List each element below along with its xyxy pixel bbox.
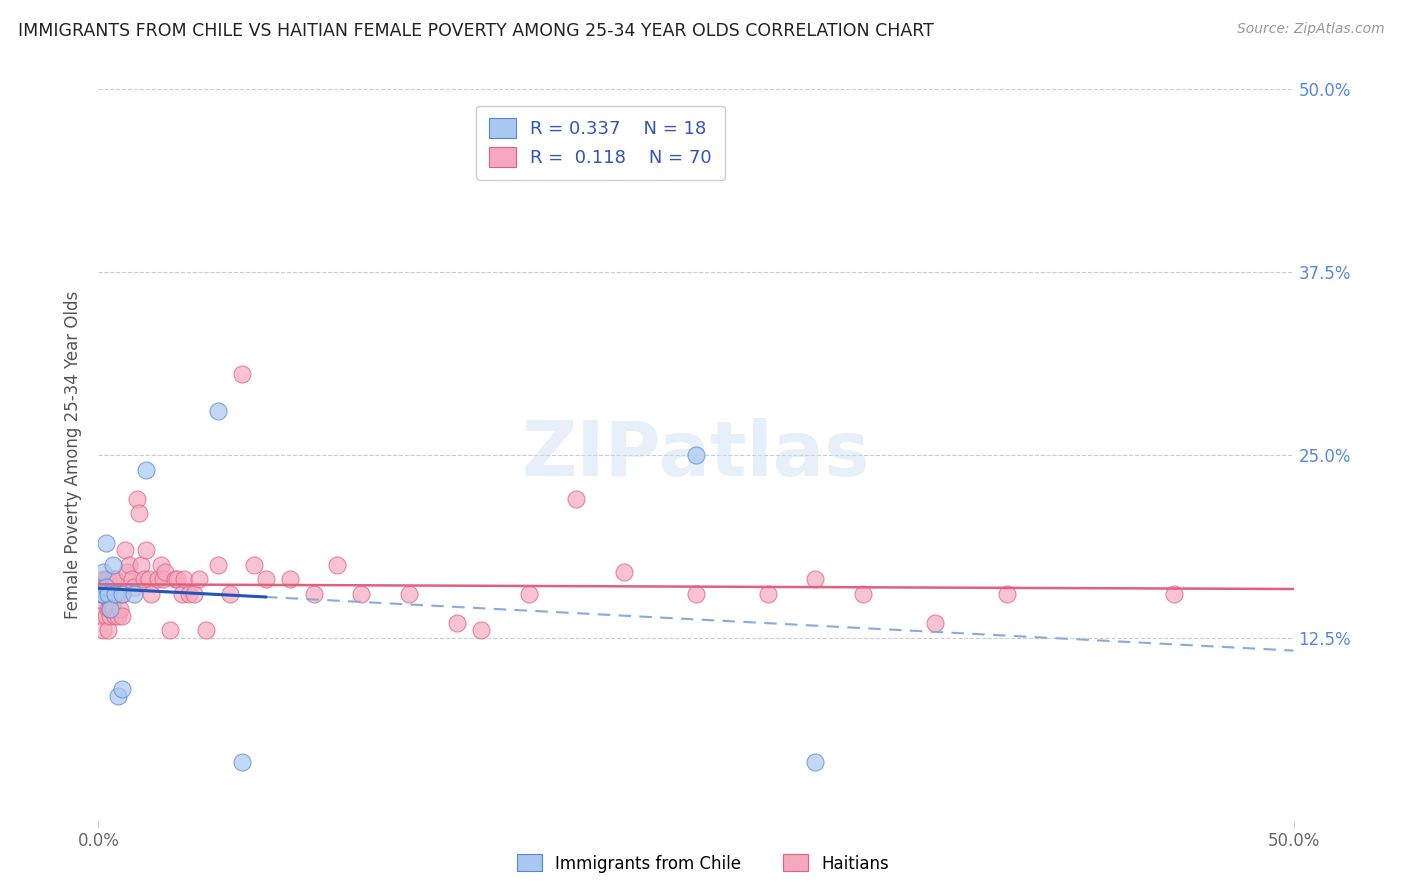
Point bbox=[94, 587, 117, 601]
Text: IMMIGRANTS FROM CHILE VS HAITIAN FEMALE POVERTY AMONG 25-34 YEAR OLDS CORRELATIO: IMMIGRANTS FROM CHILE VS HAITIAN FEMALE … bbox=[18, 22, 934, 40]
Point bbox=[163, 572, 186, 586]
Point bbox=[446, 616, 468, 631]
Point bbox=[101, 601, 124, 615]
Point bbox=[326, 558, 349, 572]
Point bbox=[155, 565, 177, 579]
Point bbox=[183, 587, 205, 601]
Point bbox=[166, 572, 188, 586]
Point bbox=[128, 507, 150, 521]
Point bbox=[90, 587, 112, 601]
Point bbox=[219, 587, 242, 601]
Point bbox=[278, 572, 301, 586]
Point bbox=[104, 587, 127, 601]
Point bbox=[852, 587, 875, 601]
Point bbox=[172, 587, 194, 601]
Point bbox=[231, 368, 253, 382]
Point bbox=[685, 448, 707, 462]
Legend: R = 0.337    N = 18, R =  0.118    N = 70: R = 0.337 N = 18, R = 0.118 N = 70 bbox=[477, 105, 724, 179]
Point bbox=[91, 572, 114, 586]
Point bbox=[187, 572, 209, 586]
Point bbox=[124, 580, 146, 594]
Point bbox=[97, 572, 120, 586]
Point bbox=[159, 624, 181, 638]
Point bbox=[97, 624, 120, 638]
Point bbox=[124, 587, 146, 601]
Point bbox=[138, 572, 160, 586]
Legend: Immigrants from Chile, Haitians: Immigrants from Chile, Haitians bbox=[510, 847, 896, 880]
Point bbox=[111, 608, 134, 623]
Point bbox=[231, 755, 253, 769]
Point bbox=[565, 491, 588, 506]
Point bbox=[98, 608, 122, 623]
Point bbox=[254, 572, 277, 586]
Point bbox=[135, 462, 157, 476]
Point bbox=[302, 587, 325, 601]
Point bbox=[132, 572, 155, 586]
Y-axis label: Female Poverty Among 25-34 Year Olds: Female Poverty Among 25-34 Year Olds bbox=[65, 291, 83, 619]
Point bbox=[173, 572, 195, 586]
Point bbox=[517, 587, 540, 601]
Point bbox=[756, 587, 779, 601]
Point bbox=[179, 587, 201, 601]
Point bbox=[195, 624, 218, 638]
Point bbox=[131, 558, 153, 572]
Point bbox=[149, 558, 172, 572]
Point bbox=[98, 601, 122, 615]
Point bbox=[121, 572, 143, 586]
Point bbox=[243, 558, 266, 572]
Point bbox=[115, 565, 138, 579]
Text: Source: ZipAtlas.com: Source: ZipAtlas.com bbox=[1237, 22, 1385, 37]
Point bbox=[107, 587, 129, 601]
Point bbox=[135, 543, 157, 558]
Point bbox=[94, 580, 117, 594]
Point bbox=[148, 572, 170, 586]
Point bbox=[470, 624, 492, 638]
Point bbox=[107, 608, 129, 623]
Point bbox=[101, 572, 124, 586]
Point bbox=[125, 491, 148, 506]
Point bbox=[91, 587, 114, 601]
Point bbox=[91, 594, 114, 608]
Point bbox=[91, 565, 114, 579]
Text: ZIPatlas: ZIPatlas bbox=[522, 418, 870, 491]
Point bbox=[98, 594, 122, 608]
Point bbox=[91, 624, 114, 638]
Point bbox=[104, 608, 127, 623]
Point bbox=[804, 572, 827, 586]
Point bbox=[94, 572, 117, 586]
Point bbox=[118, 558, 141, 572]
Point bbox=[111, 587, 134, 601]
Point bbox=[111, 681, 134, 696]
Point bbox=[111, 587, 134, 601]
Point bbox=[107, 690, 129, 704]
Point bbox=[90, 608, 112, 623]
Point bbox=[207, 558, 229, 572]
Point bbox=[350, 587, 373, 601]
Point bbox=[398, 587, 420, 601]
Point bbox=[98, 601, 122, 615]
Point bbox=[139, 587, 162, 601]
Point bbox=[152, 572, 174, 586]
Point bbox=[114, 543, 136, 558]
Point bbox=[104, 572, 127, 586]
Point bbox=[97, 587, 120, 601]
Point bbox=[108, 601, 131, 615]
Point bbox=[90, 587, 112, 601]
Point bbox=[613, 565, 636, 579]
Point bbox=[94, 608, 117, 623]
Point bbox=[94, 535, 117, 549]
Point bbox=[804, 755, 827, 769]
Point bbox=[685, 587, 707, 601]
Point bbox=[97, 601, 120, 615]
Point bbox=[924, 616, 946, 631]
Point bbox=[1163, 587, 1185, 601]
Point bbox=[207, 404, 229, 418]
Point bbox=[101, 558, 124, 572]
Point bbox=[995, 587, 1018, 601]
